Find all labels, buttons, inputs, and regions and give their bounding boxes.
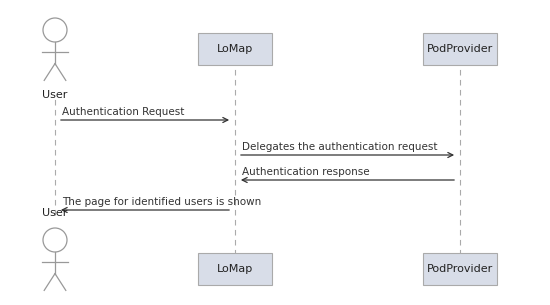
FancyBboxPatch shape <box>198 253 272 285</box>
Text: Authentication Request: Authentication Request <box>62 107 184 117</box>
Text: User: User <box>42 90 68 100</box>
FancyBboxPatch shape <box>423 33 497 65</box>
Text: LoMap: LoMap <box>217 44 253 54</box>
Text: The page for identified users is shown: The page for identified users is shown <box>62 197 261 207</box>
Text: PodProvider: PodProvider <box>427 264 493 274</box>
FancyBboxPatch shape <box>198 33 272 65</box>
Text: PodProvider: PodProvider <box>427 44 493 54</box>
Text: Authentication response: Authentication response <box>242 167 370 177</box>
FancyBboxPatch shape <box>423 253 497 285</box>
Text: User: User <box>42 208 68 218</box>
Text: Delegates the authentication request: Delegates the authentication request <box>242 142 437 152</box>
Text: LoMap: LoMap <box>217 264 253 274</box>
